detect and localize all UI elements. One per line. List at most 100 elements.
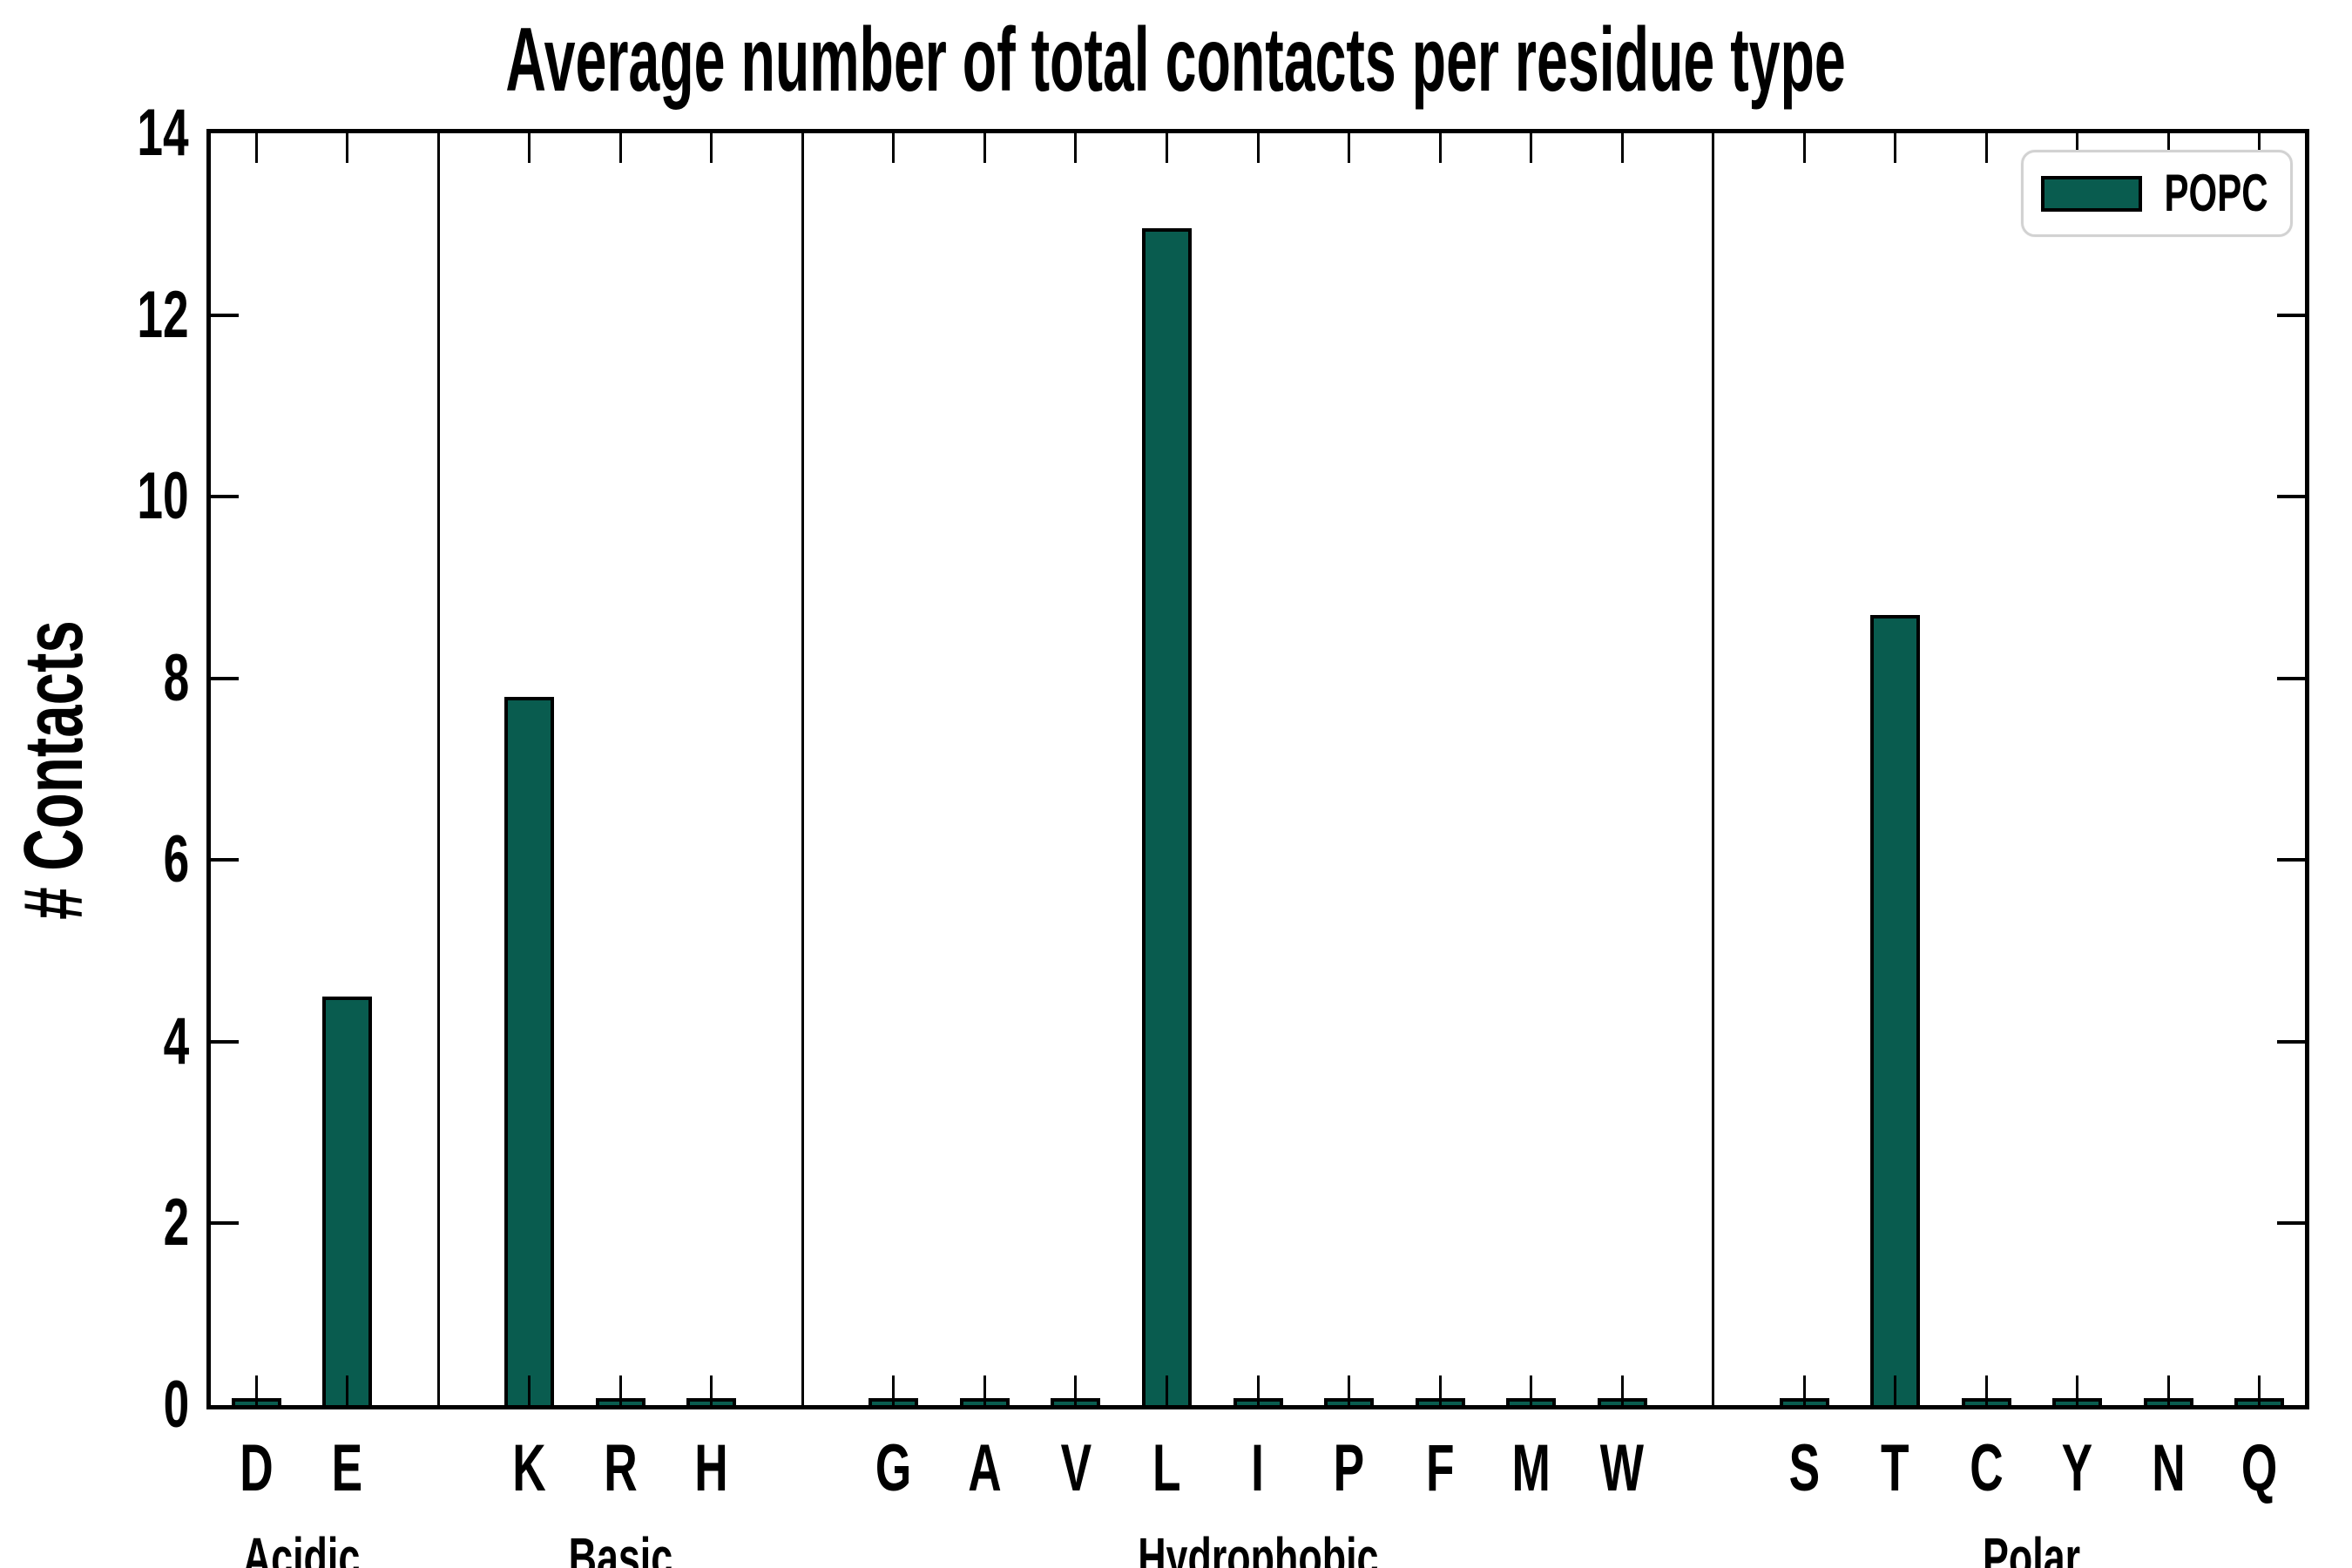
group-label-basic: Basic — [568, 1526, 673, 1568]
x-tick-top — [2166, 133, 2170, 163]
x-tick-top — [710, 133, 713, 163]
x-tick-top — [1256, 133, 1260, 163]
x-tick-bottom — [1165, 1375, 1168, 1405]
y-tick-label-12: 12 — [137, 277, 189, 352]
legend-label-popc: POPC — [2164, 164, 2268, 222]
x-tick-label-Y: Y — [2061, 1431, 2093, 1505]
x-tick-bottom — [1074, 1375, 1078, 1405]
x-tick-bottom — [1984, 1375, 1988, 1405]
y-tick-right — [2277, 1221, 2305, 1226]
y-tick-right — [2277, 858, 2305, 862]
x-tick-label-G: G — [875, 1431, 912, 1505]
x-tick-label-I: I — [1251, 1431, 1265, 1505]
y-tick-right — [2277, 1039, 2305, 1044]
x-tick-label-V: V — [1060, 1431, 1092, 1505]
y-tick-left — [211, 495, 239, 499]
bar-E — [322, 997, 373, 1405]
x-tick-label-P: P — [1333, 1431, 1365, 1505]
x-tick-bottom — [2166, 1375, 2170, 1405]
x-tick-top — [1165, 133, 1168, 163]
x-tick-label-F: F — [1425, 1431, 1455, 1505]
y-tick-label-8: 8 — [163, 640, 189, 715]
y-tick-label-4: 4 — [163, 1004, 189, 1078]
chart-title: Average number of total contacts per res… — [505, 10, 1847, 111]
x-tick-label-M: M — [1511, 1431, 1551, 1505]
legend: POPC — [2021, 150, 2293, 237]
x-tick-label-T: T — [1881, 1431, 1909, 1505]
y-tick-left — [211, 676, 239, 680]
x-tick-top — [2258, 133, 2261, 163]
x-tick-top — [528, 133, 531, 163]
x-tick-label-K: K — [512, 1431, 547, 1505]
x-tick-bottom — [2076, 1375, 2079, 1405]
x-tick-top — [346, 133, 349, 163]
x-tick-top — [983, 133, 986, 163]
x-tick-top — [1620, 133, 1624, 163]
group-label-hydrophobic: Hydrophobic — [1137, 1526, 1379, 1568]
x-tick-bottom — [618, 1375, 622, 1405]
bar-T — [1870, 615, 1921, 1405]
y-tick-label-10: 10 — [137, 459, 189, 534]
x-tick-bottom — [1256, 1375, 1260, 1405]
x-tick-top — [1348, 133, 1351, 163]
x-tick-top — [1802, 133, 1806, 163]
x-tick-top — [892, 133, 896, 163]
x-tick-label-L: L — [1152, 1431, 1181, 1505]
x-tick-top — [1438, 133, 1442, 163]
x-tick-label-R: R — [604, 1431, 638, 1505]
group-separator — [436, 133, 440, 1405]
x-tick-bottom — [1530, 1375, 1533, 1405]
x-tick-bottom — [801, 1375, 804, 1405]
y-tick-left — [211, 1221, 239, 1226]
y-tick-label-2: 2 — [163, 1186, 189, 1260]
y-tick-left — [211, 313, 239, 317]
y-tick-label-0: 0 — [163, 1368, 189, 1442]
x-tick-label-N: N — [2151, 1431, 2186, 1505]
x-tick-bottom — [710, 1375, 713, 1405]
x-tick-label-Q: Q — [2241, 1431, 2278, 1505]
legend-swatch-popc — [2041, 175, 2142, 212]
x-tick-top — [2076, 133, 2079, 163]
bar-K — [504, 697, 555, 1405]
x-tick-bottom — [983, 1375, 986, 1405]
y-tick-label-6: 6 — [163, 822, 189, 897]
x-tick-top — [1074, 133, 1078, 163]
y-tick-label-14: 14 — [137, 96, 189, 170]
x-tick-bottom — [1620, 1375, 1624, 1405]
x-tick-bottom — [2258, 1375, 2261, 1405]
x-tick-top — [1984, 133, 1988, 163]
x-tick-label-E: E — [332, 1431, 363, 1505]
x-tick-bottom — [436, 1375, 440, 1405]
x-tick-bottom — [1438, 1375, 1442, 1405]
group-separator — [801, 133, 804, 1405]
x-tick-label-C: C — [1969, 1431, 2004, 1505]
x-tick-bottom — [892, 1375, 896, 1405]
x-tick-top — [1894, 133, 1897, 163]
x-tick-label-D: D — [240, 1431, 274, 1505]
y-tick-right — [2277, 313, 2305, 317]
x-tick-top — [618, 133, 622, 163]
x-tick-top — [254, 133, 258, 163]
y-tick-right — [2277, 676, 2305, 680]
x-tick-top — [1530, 133, 1533, 163]
x-tick-bottom — [528, 1375, 531, 1405]
x-tick-label-S: S — [1788, 1431, 1820, 1505]
x-tick-bottom — [1802, 1375, 1806, 1405]
x-tick-top — [1712, 133, 1715, 163]
y-tick-left — [211, 1039, 239, 1044]
group-label-acidic: Acidic — [243, 1526, 361, 1568]
plot-area — [206, 129, 2309, 1409]
bar-L — [1141, 228, 1192, 1405]
group-separator — [1712, 133, 1715, 1405]
x-tick-label-W: W — [1599, 1431, 1645, 1505]
x-tick-label-H: H — [694, 1431, 729, 1505]
x-tick-bottom — [1348, 1375, 1351, 1405]
x-tick-label-A: A — [968, 1431, 1002, 1505]
x-tick-top — [801, 133, 804, 163]
x-tick-bottom — [1712, 1375, 1715, 1405]
x-tick-bottom — [1894, 1375, 1897, 1405]
y-tick-right — [2277, 495, 2305, 499]
x-tick-bottom — [254, 1375, 258, 1405]
x-tick-bottom — [346, 1375, 349, 1405]
